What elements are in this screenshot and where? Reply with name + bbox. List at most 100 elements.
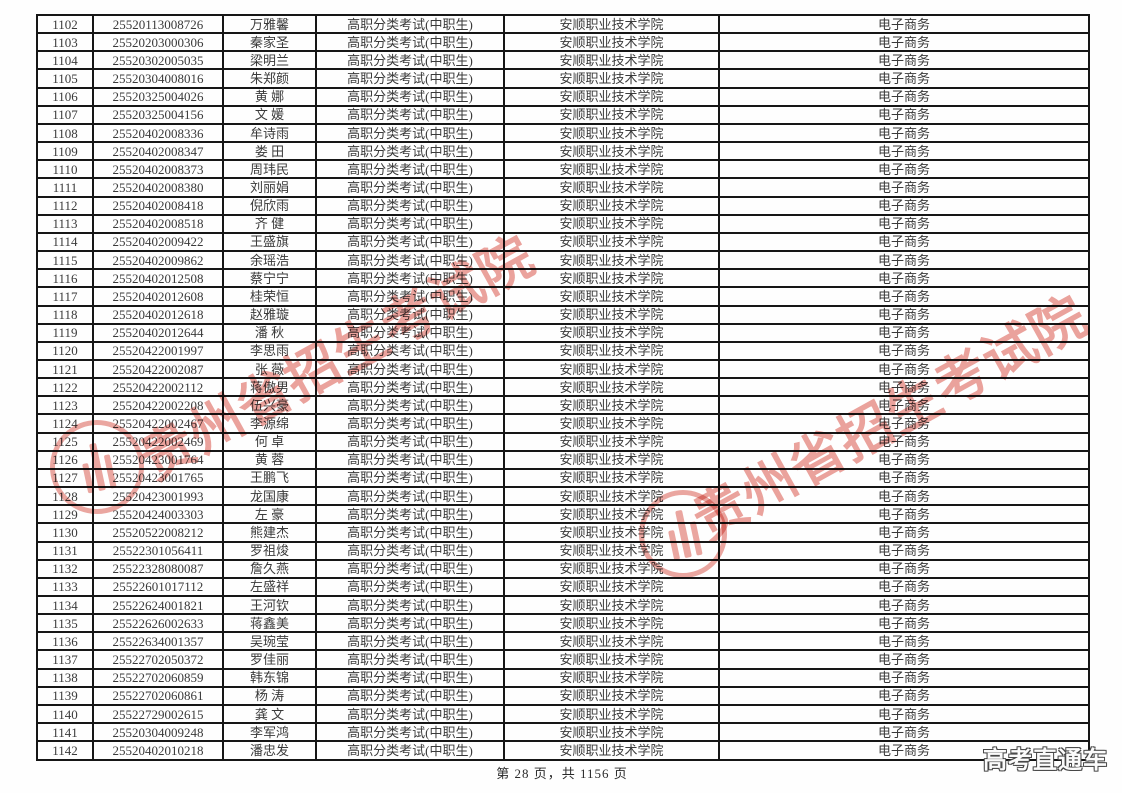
serial-no: 1107 (36, 104, 94, 125)
table-row: 1127 25520423001765 王鹏飞 高职分类考试(中职生) 安顺职业技术学院… (36, 467, 1090, 489)
table-row: 1134 25522624001821 王河钦 高职分类考试(中职生) 安顺职业技术学院… (36, 594, 1090, 616)
candidate-name: 倪欣雨 (222, 195, 317, 216)
exam-type: 高职分类考试(中职生) (315, 685, 505, 706)
major-name: 电子商务 (718, 722, 1090, 743)
serial-no: 1115 (36, 250, 94, 271)
candidate-name: 吴琬莹 (222, 631, 317, 652)
table-row: 1135 25522626002633 蒋鑫美 高职分类考试(中职生) 安顺职业技术学院… (36, 613, 1090, 634)
exam-type: 高职分类考试(中职生) (315, 32, 505, 53)
table-row: 1113 25520402008518 齐 健高职分类考试(中职生) 安顺职业技术学院… (36, 213, 1090, 234)
college-name: 安顺职业技术学院 (503, 231, 720, 253)
candidate-id: 25520113008726 (92, 13, 224, 35)
exam-type: 高职分类考试(中职生) (315, 377, 505, 398)
table-row: 1125 25520422002469 何 卓高职分类考试(中职生) 安顺职业技术学院… (36, 431, 1090, 452)
major-name: 电子商务 (718, 504, 1090, 525)
table-row: 1109 25520402008347 娄 田高职分类考试(中职生) 安顺职业技术学院… (36, 141, 1090, 162)
exam-type: 高职分类考试(中职生) (315, 50, 505, 71)
serial-no: 1119 (36, 322, 94, 343)
serial-no: 1125 (36, 431, 94, 452)
college-name: 安顺职业技术学院 (503, 358, 720, 380)
candidate-id: 25520423001765 (92, 467, 224, 489)
exam-type: 高职分类考试(中职生) (315, 594, 505, 616)
college-name: 安顺职业技术学院 (503, 377, 720, 398)
serial-no: 1126 (36, 449, 94, 470)
serial-no: 1122 (36, 377, 94, 398)
college-name: 安顺职业技术学院 (503, 304, 720, 325)
exam-type: 高职分类考试(中职生) (315, 395, 505, 416)
college-name: 安顺职业技术学院 (503, 141, 720, 162)
exam-type: 高职分类考试(中职生) (315, 467, 505, 489)
exam-type: 高职分类考试(中职生) (315, 250, 505, 271)
serial-no: 1130 (36, 522, 94, 543)
exam-type: 高职分类考试(中职生) (315, 504, 505, 525)
candidate-name: 何 卓 (222, 431, 317, 452)
exam-type: 高职分类考试(中职生) (315, 231, 505, 253)
table-row: 1117 25520402012608 桂荣恒 高职分类考试(中职生) 安顺职业技术学院… (36, 286, 1090, 307)
table-row: 1116 25520402012508 蔡宁宁 高职分类考试(中职生) 安顺职业技术学院… (36, 268, 1090, 289)
candidate-id: 25520304008016 (92, 68, 224, 89)
serial-no: 1124 (36, 413, 94, 434)
candidate-name: 万雅馨 (222, 13, 317, 35)
candidate-name: 朱郑颜 (222, 68, 317, 89)
college-name: 安顺职业技术学院 (503, 213, 720, 234)
candidate-id: 25522634001357 (92, 631, 224, 652)
exam-type: 高职分类考试(中职生) (315, 649, 505, 670)
college-name: 安顺职业技术学院 (503, 177, 720, 198)
college-name: 安顺职业技术学院 (503, 268, 720, 289)
table-row: 1139 25522702060861 杨 涛高职分类考试(中职生) 安顺职业技术学院… (36, 685, 1090, 706)
exam-type: 高职分类考试(中职生) (315, 159, 505, 180)
table-row: 1120 25520422001997 李思雨 高职分类考试(中职生) 安顺职业技术学院… (36, 340, 1090, 361)
candidate-name: 左盛祥 (222, 576, 317, 598)
exam-type: 高职分类考试(中职生) (315, 68, 505, 89)
major-name: 电子商务 (718, 159, 1090, 180)
table-row: 1105 25520304008016 朱郑颜 高职分类考试(中职生) 安顺职业技术学院… (36, 68, 1090, 89)
exam-type: 高职分类考试(中职生) (315, 413, 505, 434)
college-name: 安顺职业技术学院 (503, 594, 720, 616)
candidate-id: 25520402012508 (92, 268, 224, 289)
serial-no: 1121 (36, 358, 94, 380)
candidate-name: 李源绵 (222, 413, 317, 434)
candidate-id: 25522328080087 (92, 558, 224, 579)
candidate-id: 25520422002208 (92, 395, 224, 416)
table-row: 1115 25520402009862 余瑶浩 高职分类考试(中职生) 安顺职业技术学院… (36, 250, 1090, 271)
exam-type: 高职分类考试(中职生) (315, 286, 505, 307)
serial-no: 1137 (36, 649, 94, 670)
exam-type: 高职分类考试(中职生) (315, 449, 505, 470)
table-row: 1102 25520113008726 万雅馨 高职分类考试(中职生) 安顺职业技术学院… (36, 13, 1090, 35)
serial-no: 1116 (36, 268, 94, 289)
candidate-name: 齐 健 (222, 213, 317, 234)
college-name: 安顺职业技术学院 (503, 50, 720, 71)
major-name: 电子商务 (718, 286, 1090, 307)
major-name: 电子商务 (718, 540, 1090, 561)
table-row: 1130 25520522008212 熊建杰 高职分类考试(中职生) 安顺职业技术学院… (36, 522, 1090, 543)
table-row: 1142 25520402010218 潘忠发 高职分类考试(中职生) 安顺职业技术学院… (36, 740, 1090, 761)
candidate-id: 25522301056411 (92, 540, 224, 561)
major-name: 电子商务 (718, 576, 1090, 598)
major-name: 电子商务 (718, 122, 1090, 144)
table-row: 1133 25522601017112 左盛祥 高职分类考试(中职生) 安顺职业技术学院… (36, 576, 1090, 598)
major-name: 电子商务 (718, 667, 1090, 688)
candidate-name: 罗祖焌 (222, 540, 317, 561)
table-row: 1131 25522301056411 罗祖焌 高职分类考试(中职生) 安顺职业技术学院… (36, 540, 1090, 561)
serial-no: 1135 (36, 613, 94, 634)
major-name: 电子商务 (718, 68, 1090, 89)
exam-type: 高职分类考试(中职生) (315, 558, 505, 579)
candidate-name: 王河钦 (222, 594, 317, 616)
candidate-name: 黄 娜 (222, 86, 317, 107)
serial-no: 1127 (36, 467, 94, 489)
college-name: 安顺职业技术学院 (503, 13, 720, 35)
candidate-name: 罗佳丽 (222, 649, 317, 670)
college-name: 安顺职业技术学院 (503, 449, 720, 470)
exam-type: 高职分类考试(中职生) (315, 631, 505, 652)
candidate-name: 蒋鑫美 (222, 613, 317, 634)
table-row: 1104 25520302005035 梁明兰 高职分类考试(中职生) 安顺职业技术学院… (36, 50, 1090, 71)
candidate-name: 赵雅璇 (222, 304, 317, 325)
major-name: 电子商务 (718, 50, 1090, 71)
major-name: 电子商务 (718, 522, 1090, 543)
table-row: 1114 25520402009422 王盛旗 高职分类考试(中职生) 安顺职业技术学院… (36, 231, 1090, 253)
candidate-name: 熊建杰 (222, 522, 317, 543)
candidate-id: 25520402009422 (92, 231, 224, 253)
exam-type: 高职分类考试(中职生) (315, 613, 505, 634)
exam-type: 高职分类考试(中职生) (315, 141, 505, 162)
